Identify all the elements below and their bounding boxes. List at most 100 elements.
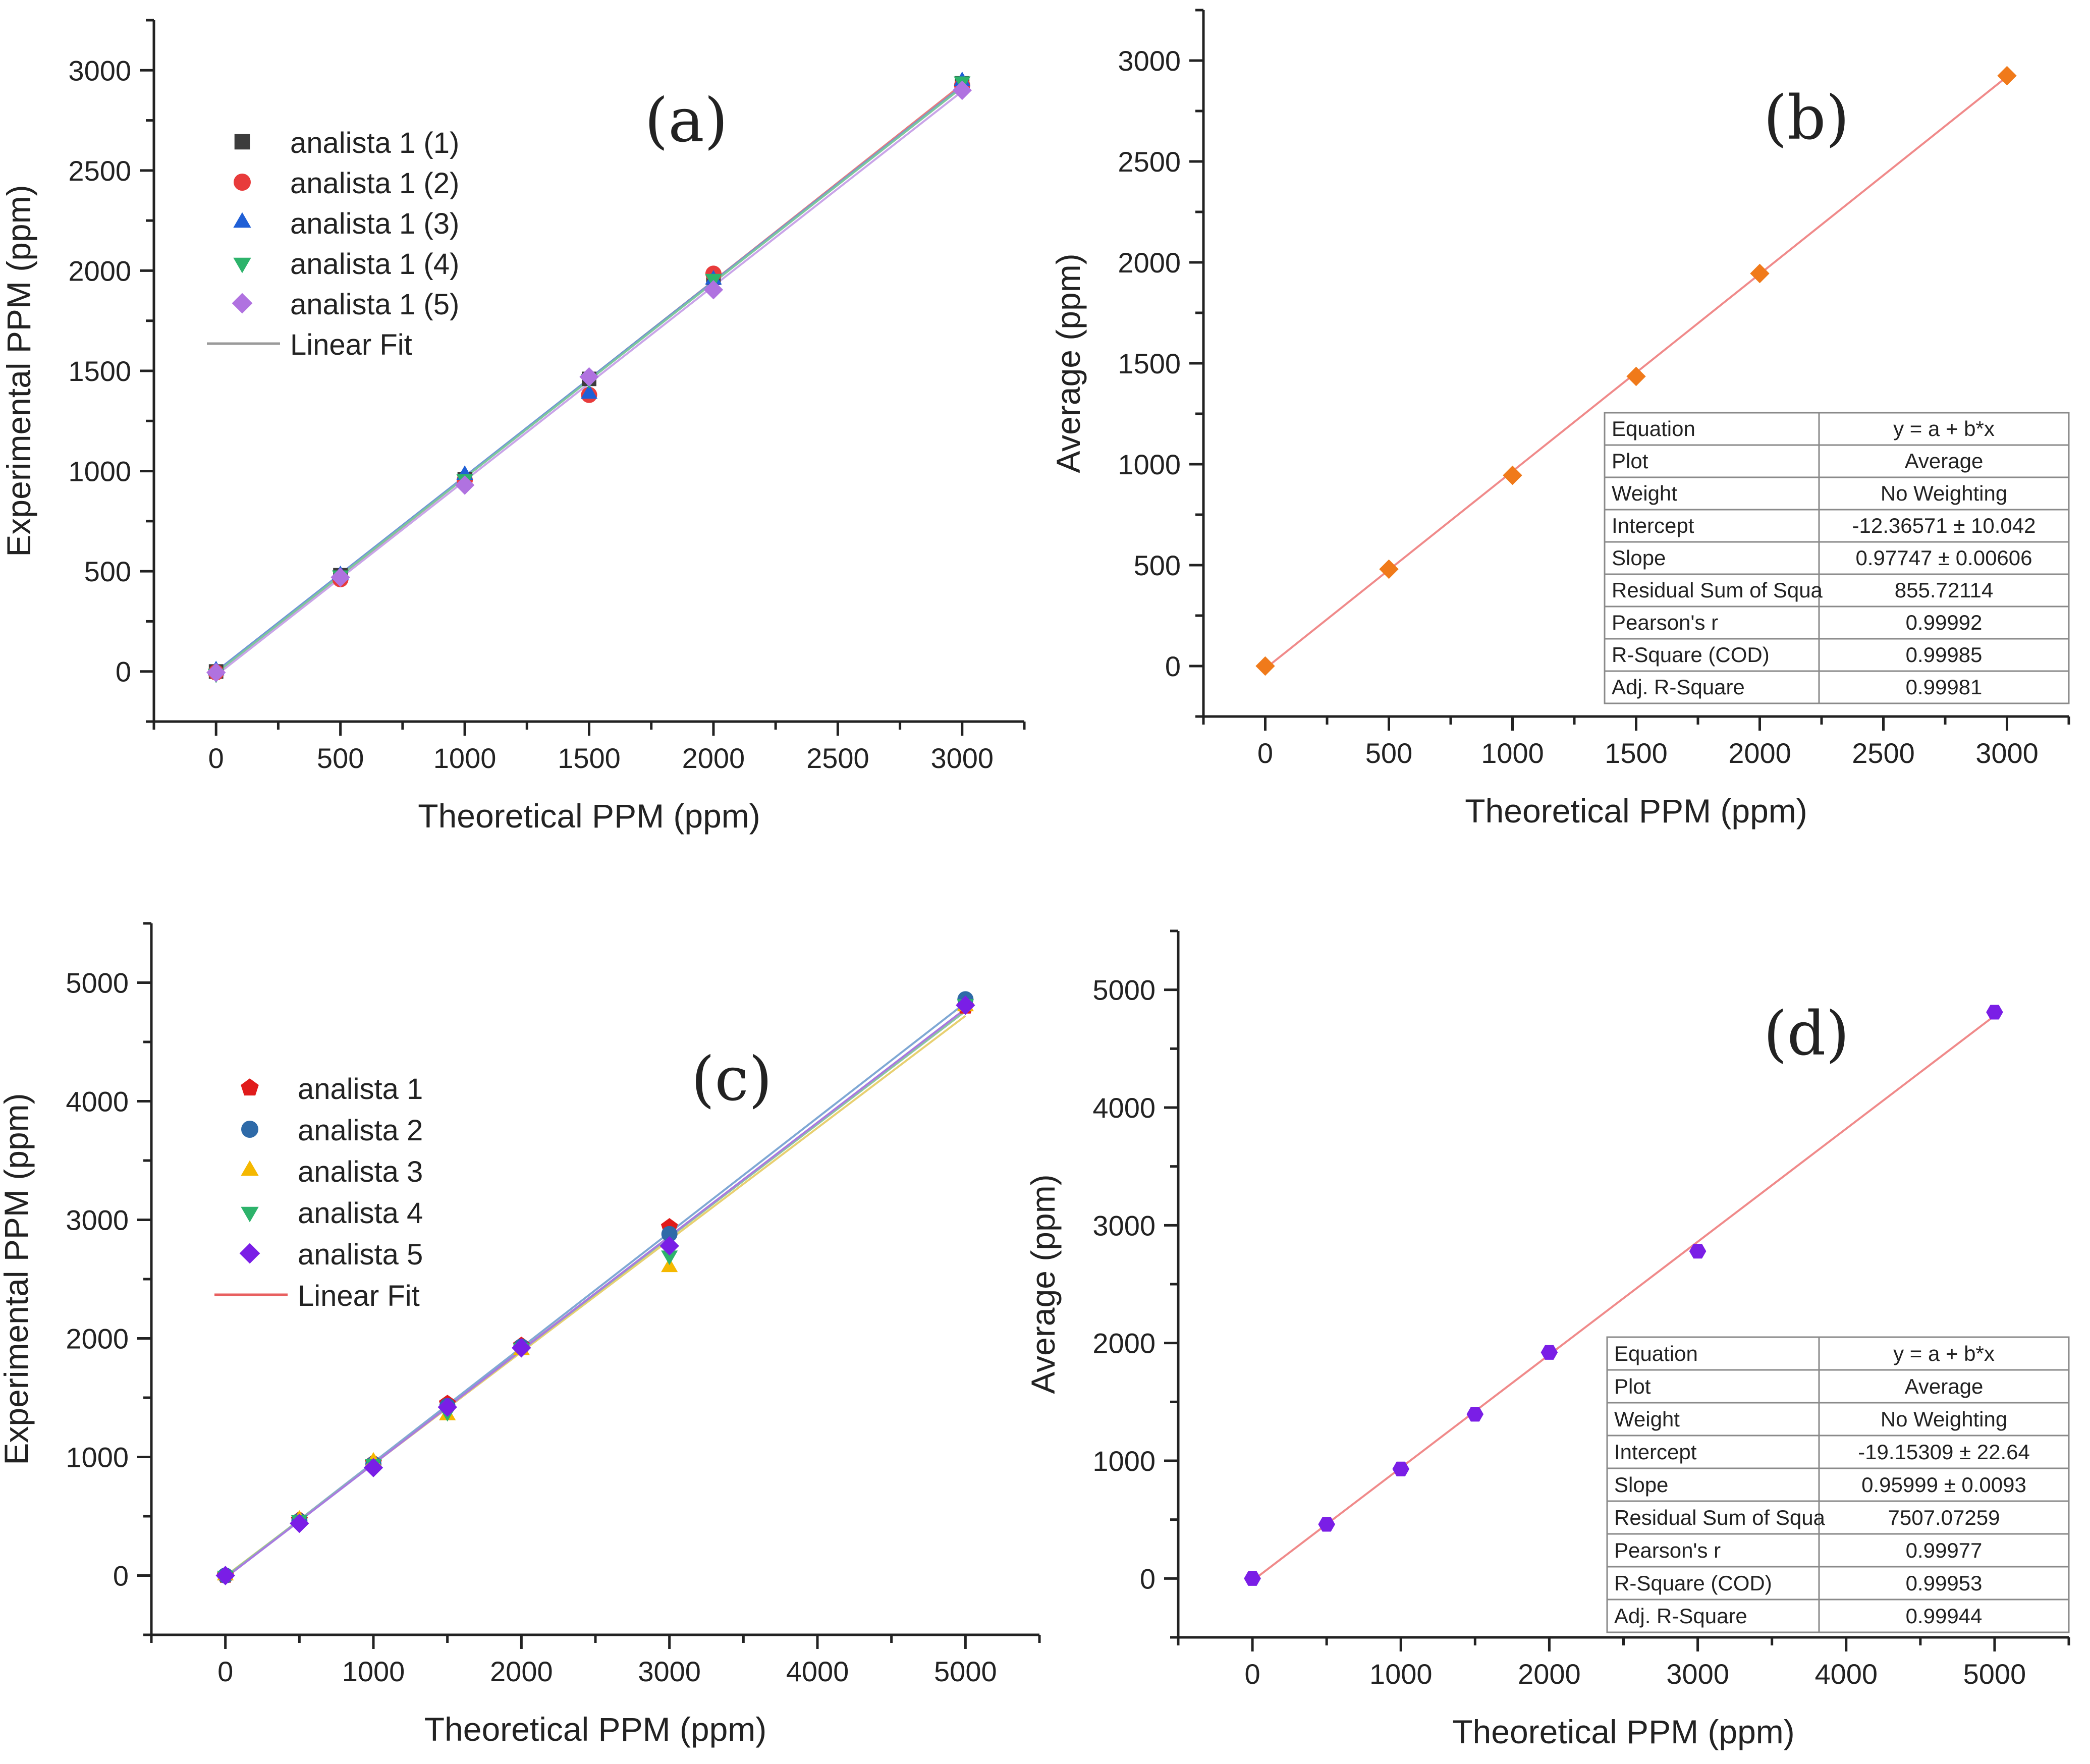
y-tick-label: 0 [116, 656, 131, 688]
legend-label: analista 1 (4) [290, 248, 459, 281]
y-axis-title: Average (ppm) [1050, 253, 1087, 473]
x-tick-label: 2000 [682, 742, 745, 774]
legend-label: analista 3 [298, 1155, 423, 1188]
series-5 [215, 996, 975, 1585]
data-point [1255, 656, 1275, 676]
x-tick-label: 2000 [490, 1656, 553, 1687]
table-value: 0.99944 [1906, 1604, 1983, 1628]
data-point [290, 1513, 309, 1533]
legend-label: analista 4 [298, 1197, 423, 1230]
fit-line-1 [1251, 1015, 1996, 1582]
y-tick-label: 1000 [66, 1442, 129, 1473]
data-point [1626, 366, 1646, 387]
legend-marker [232, 293, 253, 314]
x-tick-label: 4000 [786, 1656, 849, 1687]
y-tick-label: 2000 [1118, 247, 1181, 279]
table-key: Pearson's r [1614, 1538, 1721, 1562]
table-value: 0.97747 ± 0.00606 [1855, 546, 2032, 570]
legend-label: Linear Fit [298, 1280, 420, 1312]
table-value: y = a + b*x [1893, 1342, 1995, 1365]
legend-marker [241, 1121, 258, 1138]
table-key: Weight [1612, 481, 1677, 505]
table-value: Average [1905, 449, 1984, 473]
legend-label: analista 1 (5) [290, 288, 459, 321]
legend: analista 1 analista 2 analista 3 analista 4… [214, 1073, 423, 1312]
data-point [1318, 1517, 1335, 1532]
table-key: Intercept [1614, 1440, 1697, 1464]
chart-a: 0 500 1000 1500 2000 2500 3000 0 500 1000 1500 2000… [0, 19, 1026, 835]
series-5 [206, 80, 972, 682]
legend-marker [234, 134, 250, 150]
data-point [206, 663, 226, 682]
table-key: Adj. R-Square [1612, 675, 1745, 699]
data-point [331, 567, 350, 587]
series-1 [1244, 1005, 2003, 1586]
x-tick-label: 2000 [1518, 1658, 1581, 1690]
y-tick-label: 1500 [1118, 348, 1181, 379]
table-key: Slope [1614, 1473, 1668, 1497]
table-key: R-Square (COD) [1612, 643, 1770, 667]
fit-line-5 [225, 1008, 966, 1579]
table-key: Plot [1612, 449, 1648, 473]
table-value: 0.99977 [1906, 1538, 1983, 1562]
y-tick-label: 0 [1140, 1563, 1156, 1594]
table-key: Intercept [1612, 514, 1694, 537]
x-tick-label: 0 [1245, 1658, 1260, 1690]
panel-label: (b) [1764, 83, 1849, 153]
table-value: 855.72114 [1895, 578, 1993, 602]
table-key: Equation [1612, 417, 1695, 440]
table-cell [1818, 670, 2070, 704]
y-tick-label: 5000 [1092, 974, 1156, 1006]
x-tick-label: 1000 [342, 1656, 405, 1687]
legend-marker [241, 1078, 259, 1096]
x-tick-label: 1500 [558, 742, 621, 774]
table-value: 0.99981 [1906, 675, 1983, 699]
x-tick-label: 3000 [638, 1656, 701, 1687]
legend-marker [241, 1160, 259, 1176]
y-tick-label: 1500 [68, 355, 131, 387]
legend-label: analista 1 (3) [290, 207, 459, 240]
x-axis-title: Theoretical PPM (ppm) [1452, 1713, 1795, 1750]
table-cell [1818, 1598, 2070, 1633]
table-key: Equation [1614, 1342, 1698, 1365]
panel-label: (d) [1764, 999, 1849, 1069]
y-tick-label: 2500 [68, 155, 131, 187]
panel-label: (c) [691, 1044, 773, 1115]
y-tick-label: 3000 [1118, 45, 1181, 77]
stats-table: Equation y = a + b*x Plot Average Weight No W… [1604, 412, 2070, 704]
x-tick-label: 1000 [433, 742, 497, 774]
data-point [215, 1566, 235, 1585]
x-tick-label: 0 [208, 742, 224, 774]
table-key: Weight [1614, 1407, 1680, 1431]
data-point [661, 1250, 678, 1265]
table-key: Plot [1614, 1374, 1651, 1398]
y-tick-label: 3000 [68, 54, 131, 86]
y-axis-title: Average (ppm) [1024, 1174, 1062, 1394]
x-tick-label: 3000 [1975, 737, 2039, 769]
x-tick-label: 4000 [1814, 1658, 1878, 1690]
x-tick-label: 0 [217, 1656, 233, 1687]
x-tick-label: 0 [1257, 737, 1273, 769]
data-point [1379, 559, 1399, 579]
data-point [952, 80, 972, 100]
x-tick-label: 2000 [1728, 737, 1791, 769]
data-point [579, 367, 599, 387]
table-key: Residual Sum of Squa [1612, 578, 1823, 602]
data-point [1466, 1407, 1484, 1422]
table-value: -12.36571 ± 10.042 [1852, 514, 2036, 537]
x-tick-label: 3000 [930, 742, 994, 774]
table-key: Residual Sum of Squa [1614, 1506, 1826, 1529]
y-tick-label: 2000 [1092, 1328, 1156, 1359]
data-point [512, 1338, 531, 1358]
data-point [1503, 465, 1522, 485]
data-point [1392, 1461, 1410, 1476]
y-tick-label: 3000 [66, 1204, 129, 1236]
data-point [580, 384, 598, 399]
x-axis-title: Theoretical PPM (ppm) [418, 797, 760, 835]
y-tick-label: 500 [84, 556, 131, 587]
legend-marker [241, 1206, 259, 1223]
stats-table-bg [1607, 1337, 2069, 1632]
y-tick-label: 1000 [68, 456, 131, 487]
table-value: 0.99992 [1906, 611, 1983, 634]
